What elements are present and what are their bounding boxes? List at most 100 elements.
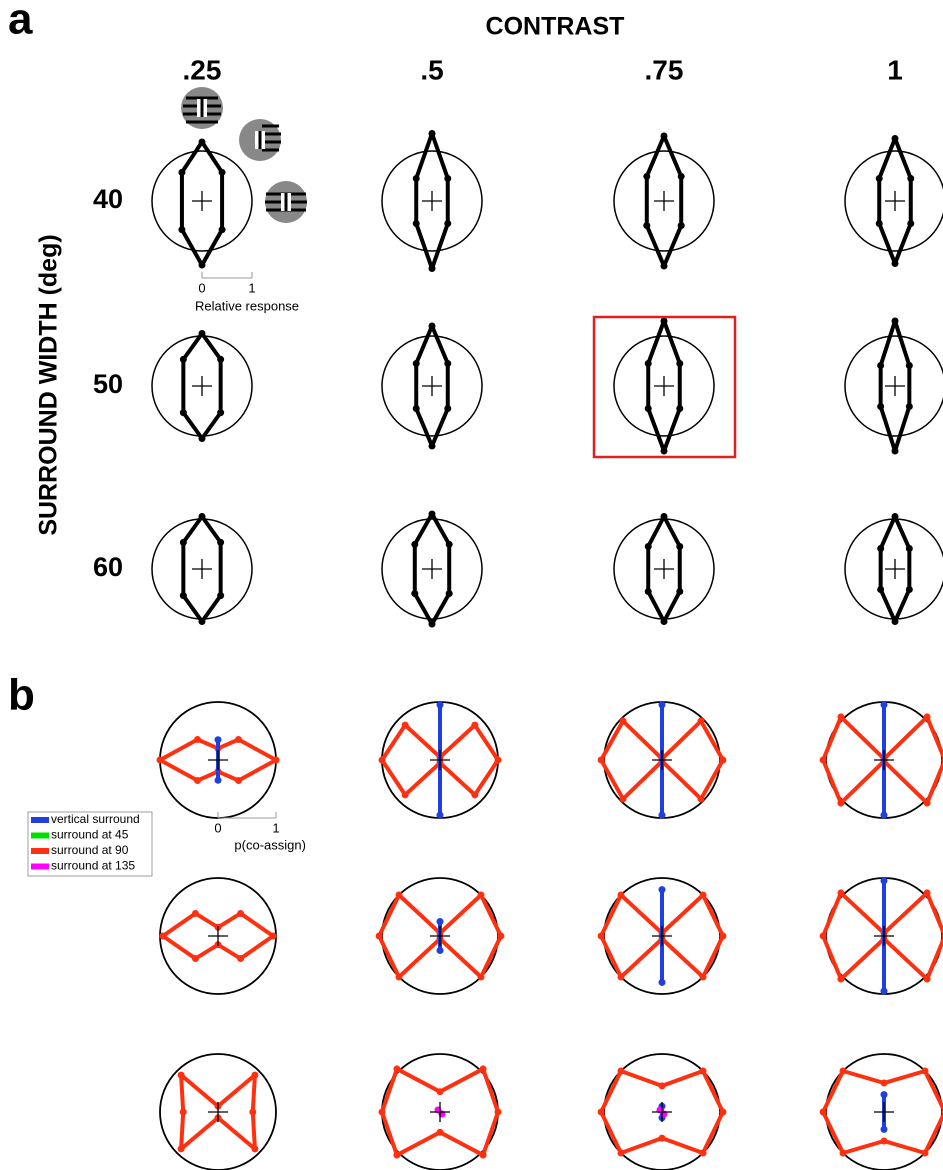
response-point: [217, 539, 224, 546]
response-point: [444, 175, 451, 182]
legend-label: surround at 135: [51, 859, 135, 873]
response-point: [444, 405, 451, 412]
response-point: [892, 618, 899, 625]
response-point: [199, 330, 206, 337]
coassign-point: [620, 718, 627, 725]
coassign-point: [617, 974, 624, 981]
response-point: [892, 260, 899, 267]
column-label: .75: [645, 54, 684, 85]
response-point: [876, 175, 883, 182]
response-point: [199, 618, 206, 625]
coassign-point: [192, 910, 199, 917]
coassign-bar-end: [659, 979, 666, 986]
coassign-point: [700, 1067, 707, 1074]
coassign-point: [820, 933, 827, 940]
coassign-point: [480, 1065, 487, 1072]
coassign-point: [719, 757, 726, 764]
coassign-point: [719, 933, 726, 940]
coassign-point: [178, 1145, 185, 1152]
response-point: [413, 360, 420, 367]
coassign-point: [437, 1088, 444, 1095]
coassign-point: [598, 1109, 605, 1116]
coassign-point: [471, 722, 478, 729]
response-point: [877, 403, 884, 410]
coassign-bar-end: [881, 1091, 888, 1098]
coassign-bar-end: [881, 812, 888, 819]
coassign-point: [924, 800, 931, 807]
coassign-point: [273, 757, 280, 764]
coassign-point: [379, 757, 386, 764]
scale-tick-label: 1: [248, 280, 255, 295]
response-point: [661, 448, 668, 455]
response-point: [906, 362, 913, 369]
response-point: [219, 226, 226, 233]
coassign-point: [700, 974, 707, 981]
response-point: [907, 220, 914, 227]
coassign-point: [837, 713, 844, 720]
coassign-point: [235, 777, 242, 784]
scale-tick-label: 0: [214, 820, 221, 835]
coassign-bar-end: [215, 736, 222, 743]
coassign-point: [270, 933, 277, 940]
coassign-point: [437, 1129, 444, 1136]
response-point: [178, 169, 185, 176]
response-point: [178, 226, 185, 233]
response-point: [429, 511, 436, 518]
coassign-point: [719, 1109, 726, 1116]
coassign-point: [235, 736, 242, 743]
scale-tick-label: 1: [272, 820, 279, 835]
coassign-point: [159, 933, 166, 940]
coassign-point: [700, 1150, 707, 1157]
row-title: SURROUND WIDTH (deg): [35, 234, 63, 535]
coassign-bar-end: [215, 777, 222, 784]
response-point: [892, 513, 899, 520]
coassign-point: [180, 1109, 187, 1116]
row-label: 40: [93, 184, 123, 214]
coassign-point: [237, 910, 244, 917]
response-point: [877, 545, 884, 552]
scale-label: p(co-assign): [234, 837, 306, 852]
coassign-point: [620, 795, 627, 802]
legend-swatch: [31, 864, 49, 870]
legend-label: surround at 90: [51, 843, 129, 857]
response-point: [217, 592, 224, 599]
panel-label: b: [8, 671, 35, 720]
column-label: 1: [887, 54, 903, 85]
response-point: [217, 409, 224, 416]
response-point: [643, 222, 650, 229]
coassign-point: [402, 722, 409, 729]
coassign-point: [659, 1082, 666, 1089]
coassign-point: [837, 976, 844, 983]
coassign-point: [497, 933, 504, 940]
legend-label: vertical surround: [51, 812, 140, 826]
coassign-point: [839, 1150, 846, 1157]
response-point: [411, 590, 418, 597]
coassign-point: [194, 777, 201, 784]
response-point: [429, 130, 436, 137]
response-point: [661, 318, 668, 325]
coassign-point: [837, 889, 844, 896]
coassign-point: [157, 757, 164, 764]
coassign-point: [922, 1150, 929, 1157]
response-point: [906, 545, 913, 552]
response-point: [180, 539, 187, 546]
response-point: [678, 173, 685, 180]
coassign-bar-end: [881, 877, 888, 884]
response-point: [199, 435, 206, 442]
coassign-point: [837, 800, 844, 807]
coassign-point: [598, 757, 605, 764]
coassign-point: [839, 1067, 846, 1074]
response-point: [429, 265, 436, 272]
coassign-point: [178, 1072, 185, 1079]
coassign-point: [249, 1109, 256, 1116]
coassign-point: [881, 1080, 888, 1087]
response-point: [446, 541, 453, 548]
coassign-bar-end: [437, 918, 444, 925]
response-point: [413, 405, 420, 412]
response-point: [413, 175, 420, 182]
response-point: [876, 220, 883, 227]
response-point: [661, 513, 668, 520]
coassign-bar-end: [659, 701, 666, 708]
response-point: [907, 175, 914, 182]
legend-label: surround at 45: [51, 828, 129, 842]
